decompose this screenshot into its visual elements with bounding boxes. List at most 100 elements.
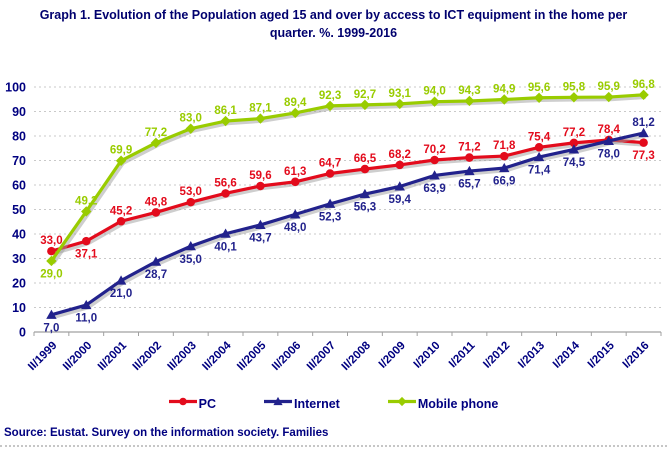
svg-text:77,2: 77,2 <box>145 127 167 139</box>
svg-text:74,5: 74,5 <box>563 157 586 169</box>
svg-text:70,2: 70,2 <box>423 144 445 156</box>
legend-label-internet: Internet <box>293 397 340 411</box>
legend-item-mobile: Mobile phone <box>387 395 499 413</box>
svg-text:II/2003: II/2003 <box>166 340 199 373</box>
svg-text:69,9: 69,9 <box>110 145 132 157</box>
svg-text:49,2: 49,2 <box>75 195 97 207</box>
svg-text:35,0: 35,0 <box>180 254 202 266</box>
svg-text:I/2015: I/2015 <box>586 339 618 371</box>
svg-text:21,0: 21,0 <box>110 288 132 300</box>
svg-text:I/2009: I/2009 <box>377 340 408 371</box>
svg-text:29,0: 29,0 <box>40 268 62 280</box>
svg-text:71,8: 71,8 <box>493 140 516 152</box>
svg-text:56,3: 56,3 <box>354 202 376 214</box>
svg-text:II/2004: II/2004 <box>200 339 234 373</box>
svg-text:64,7: 64,7 <box>319 157 341 169</box>
svg-text:11,0: 11,0 <box>75 313 97 325</box>
svg-text:43,7: 43,7 <box>249 232 271 244</box>
svg-text:I/2013: I/2013 <box>516 340 547 371</box>
svg-text:50: 50 <box>12 203 26 217</box>
svg-text:94,9: 94,9 <box>493 83 515 95</box>
svg-text:28,7: 28,7 <box>145 269 167 281</box>
svg-text:87,1: 87,1 <box>249 103 272 115</box>
internet-line-marker-icon <box>263 395 292 413</box>
svg-text:53,0: 53,0 <box>180 186 202 198</box>
legend-item-internet: Internet <box>263 395 340 413</box>
legend-item-pc: PC <box>168 395 216 413</box>
svg-text:65,7: 65,7 <box>458 179 480 191</box>
svg-text:59,4: 59,4 <box>389 194 412 206</box>
svg-text:63,9: 63,9 <box>423 183 445 195</box>
svg-text:86,1: 86,1 <box>214 105 237 117</box>
svg-text:II/1999: II/1999 <box>26 340 59 373</box>
svg-text:95,9: 95,9 <box>598 81 620 93</box>
svg-text:II/2007: II/2007 <box>305 340 338 373</box>
svg-text:92,3: 92,3 <box>319 90 341 102</box>
legend-label-mobile: Mobile phone <box>417 397 499 411</box>
svg-text:89,4: 89,4 <box>284 97 307 109</box>
bottom-divider <box>0 445 667 447</box>
svg-text:75,4: 75,4 <box>528 131 551 143</box>
svg-text:92,7: 92,7 <box>354 89 376 101</box>
svg-text:66,5: 66,5 <box>354 153 377 165</box>
svg-text:I/2016: I/2016 <box>621 340 652 371</box>
svg-text:I/2014: I/2014 <box>551 339 583 371</box>
svg-text:II/2006: II/2006 <box>270 340 303 373</box>
series-mobile-phone: 29,0 49,2 69,9 77,2 83,0 86,1 87,1 89,4 92,3 92,7… <box>40 79 655 281</box>
gridlines <box>34 86 661 308</box>
chart-legend: PC Internet Mobile phone <box>0 395 667 413</box>
svg-text:93,1: 93,1 <box>389 88 412 100</box>
chart-title: Graph 1. Evolution of the Population age… <box>39 8 628 41</box>
legend-label-pc: PC <box>198 397 216 411</box>
svg-text:66,9: 66,9 <box>493 176 515 188</box>
svg-text:60: 60 <box>12 179 26 193</box>
svg-text:I/2011: I/2011 <box>447 339 478 370</box>
svg-text:80: 80 <box>12 130 26 144</box>
svg-text:68,2: 68,2 <box>389 149 411 161</box>
svg-text:61,3: 61,3 <box>284 166 306 178</box>
svg-text:II/2008: II/2008 <box>340 339 374 373</box>
source-note: Source: Eustat. Survey on the informatio… <box>4 427 329 439</box>
svg-text:59,6: 59,6 <box>249 170 271 182</box>
svg-text:40: 40 <box>12 228 26 242</box>
svg-text:100: 100 <box>5 81 26 95</box>
svg-text:78,0: 78,0 <box>598 148 620 160</box>
svg-text:77,2: 77,2 <box>563 127 585 139</box>
svg-text:56,6: 56,6 <box>214 177 236 189</box>
svg-text:I/2012: I/2012 <box>481 340 512 371</box>
svg-text:33,0: 33,0 <box>40 235 62 247</box>
svg-text:I/2010: I/2010 <box>412 340 443 371</box>
svg-text:78,4: 78,4 <box>598 124 621 136</box>
svg-text:20: 20 <box>12 277 26 291</box>
svg-text:40,1: 40,1 <box>214 241 237 253</box>
x-axis-labels: II/1999 II/2000 II/2001 II/2002 II/2003 II/20… <box>26 339 652 373</box>
svg-text:48,0: 48,0 <box>284 222 306 234</box>
svg-text:83,0: 83,0 <box>180 113 202 125</box>
svg-text:94,0: 94,0 <box>423 86 445 98</box>
svg-text:70: 70 <box>12 154 26 168</box>
svg-text:II/2002: II/2002 <box>131 340 164 373</box>
pc-line-marker-icon <box>168 395 197 413</box>
y-axis-labels: 0 10 20 30 40 50 60 70 80 90 100 <box>5 81 26 340</box>
svg-text:81,2: 81,2 <box>632 117 654 129</box>
svg-text:71,2: 71,2 <box>458 142 480 154</box>
svg-text:0: 0 <box>19 326 26 340</box>
svg-text:II/2005: II/2005 <box>235 339 269 373</box>
svg-text:7,0: 7,0 <box>43 322 59 334</box>
x-axis <box>33 331 662 336</box>
svg-text:30: 30 <box>12 252 26 266</box>
svg-text:90: 90 <box>12 105 26 119</box>
svg-text:52,3: 52,3 <box>319 211 341 223</box>
svg-text:95,6: 95,6 <box>528 82 550 94</box>
svg-text:10: 10 <box>12 301 26 315</box>
svg-text:94,3: 94,3 <box>458 85 480 97</box>
svg-text:77,3: 77,3 <box>632 150 654 162</box>
svg-text:96,8: 96,8 <box>632 79 655 91</box>
svg-text:45,2: 45,2 <box>110 205 132 217</box>
mobile-phone-line-marker-icon <box>387 395 416 413</box>
series-internet: 7,0 11,0 21,0 28,7 35,0 40,1 43,7 48,0 52,3 56,3 5… <box>43 117 654 334</box>
svg-text:48,8: 48,8 <box>145 196 168 208</box>
svg-text:II/2000: II/2000 <box>61 340 94 373</box>
